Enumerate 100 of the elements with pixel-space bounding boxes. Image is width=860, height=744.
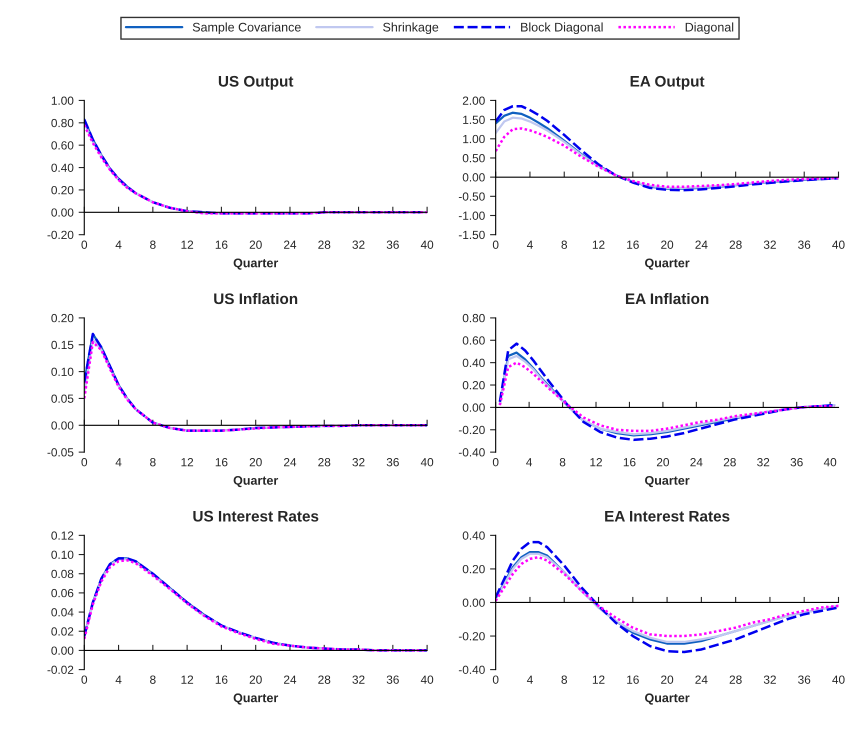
x-axis-title: Quarter: [234, 476, 278, 488]
y-tick-label: -0.40: [458, 448, 485, 457]
x-tick-label: 20: [661, 240, 674, 249]
x-tick-label: 16: [627, 240, 639, 249]
chart-title: EA Inflation: [626, 292, 708, 304]
chart-title: US Output: [218, 76, 294, 90]
y-tick-label: 0.12: [51, 531, 74, 540]
legend-label: Shrinkage: [383, 22, 438, 34]
x-tick-label: 40: [420, 240, 434, 249]
y-tick-label: 0.40: [462, 358, 485, 368]
x-tick-label: 12: [590, 458, 602, 466]
x-tick-label: 8: [150, 675, 156, 684]
x-tick-label: 28: [318, 458, 330, 466]
x-tick-label: 8: [561, 240, 568, 249]
y-tick-label: 1.50: [463, 116, 485, 124]
x-tick-label: 24: [690, 458, 703, 466]
x-tick-label: 4: [526, 240, 533, 249]
y-tick-label: 0.00: [51, 646, 74, 655]
y-tick-label: -0.05: [47, 448, 74, 457]
x-tick-label: 40: [832, 240, 845, 249]
y-tick-label: 0.20: [51, 186, 74, 194]
x-tick-label: 20: [250, 240, 262, 249]
y-tick-label: -0.20: [458, 426, 485, 434]
y-tick-label: 0.60: [51, 141, 74, 150]
x-tick-label: 20: [661, 675, 674, 684]
x-tick-label: 0: [492, 675, 498, 684]
y-tick-label: 0.00: [51, 421, 74, 430]
y-tick-label: 0.00: [462, 598, 485, 607]
x-tick-label: 24: [284, 458, 296, 466]
x-tick-label: 12: [592, 675, 604, 684]
x-axis-title: Quarter: [645, 258, 690, 270]
x-tick-label: 36: [798, 675, 810, 684]
y-tick-label: 0.10: [51, 368, 74, 376]
x-tick-label: 20: [250, 675, 262, 684]
x-tick-label: 12: [181, 240, 194, 249]
y-tick-label: 0.40: [462, 531, 485, 540]
chart-title: US Interest Rates: [193, 510, 318, 522]
x-tick-label: 8: [561, 675, 568, 684]
x-tick-label: 40: [420, 675, 434, 684]
y-tick-label: -0.20: [458, 632, 485, 640]
y-tick-label: 0.02: [51, 627, 74, 636]
x-tick-label: 20: [250, 458, 262, 466]
y-tick-label: 0.05: [51, 394, 74, 403]
x-tick-label: 16: [216, 675, 228, 684]
legend-label: Diagonal: [686, 22, 734, 34]
y-tick-label: -0.50: [458, 192, 485, 201]
x-tick-label: 8: [150, 458, 156, 466]
x-tick-label: 20: [656, 458, 670, 466]
x-tick-label: 36: [798, 240, 810, 249]
y-tick-label: 0.10: [51, 550, 74, 559]
y-tick-label: 2.00: [462, 96, 485, 105]
x-tick-label: 0: [492, 240, 498, 249]
x-tick-label: 36: [386, 675, 399, 684]
x-tick-label: 24: [284, 240, 296, 249]
x-tick-label: 12: [592, 240, 604, 249]
x-tick-label: 32: [764, 675, 776, 684]
y-tick-label: 0.08: [51, 570, 74, 578]
y-tick-label: 0.40: [51, 164, 74, 172]
x-tick-label: 24: [284, 675, 296, 684]
x-tick-label: 12: [181, 458, 194, 466]
y-tick-label: 0.20: [462, 564, 485, 574]
y-tick-label: -0.02: [47, 666, 74, 674]
y-tick-label: 0.15: [51, 340, 74, 350]
y-tick-label: 1.00: [52, 96, 74, 105]
x-tick-label: 36: [386, 458, 399, 466]
legend-label: Block Diagonal: [521, 22, 603, 34]
x-axis-title: Quarter: [234, 258, 278, 270]
x-tick-label: 36: [790, 458, 803, 466]
x-tick-label: 8: [150, 240, 156, 249]
x-tick-label: 0: [81, 240, 88, 249]
chart-title: US Inflation: [214, 292, 298, 304]
y-tick-label: 0.60: [462, 336, 485, 345]
y-tick-label: 1.00: [463, 134, 485, 144]
x-tick-label: 4: [526, 458, 532, 466]
x-tick-label: 4: [526, 676, 533, 684]
x-tick-label: 40: [832, 675, 845, 684]
y-tick-label: 0.00: [51, 208, 74, 217]
chart-title: EA Output: [630, 76, 704, 90]
y-tick-label: 0.20: [51, 314, 74, 322]
x-tick-label: 28: [318, 675, 330, 684]
y-tick-label: 0.80: [51, 118, 74, 128]
chart-title: EA Interest Rates: [605, 510, 730, 522]
x-tick-label: 28: [730, 240, 742, 249]
x-tick-label: 4: [116, 240, 122, 249]
x-tick-label: 32: [757, 458, 770, 466]
x-tick-label: 28: [724, 458, 736, 466]
y-tick-label: 0.00: [462, 403, 485, 412]
x-tick-label: 40: [420, 458, 434, 466]
x-axis-title: Quarter: [234, 693, 278, 705]
x-tick-label: 16: [216, 458, 228, 466]
x-tick-label: 40: [824, 458, 836, 466]
x-tick-label: 16: [216, 240, 228, 249]
x-tick-label: 16: [624, 458, 636, 466]
y-tick-label: 0.20: [462, 381, 485, 390]
y-tick-label: 0.80: [462, 314, 485, 322]
y-tick-label: 0.50: [462, 154, 485, 162]
x-tick-label: 0: [81, 675, 88, 684]
x-tick-label: 12: [181, 675, 194, 684]
x-tick-label: 32: [352, 458, 365, 466]
y-tick-label: 0.04: [51, 608, 74, 616]
